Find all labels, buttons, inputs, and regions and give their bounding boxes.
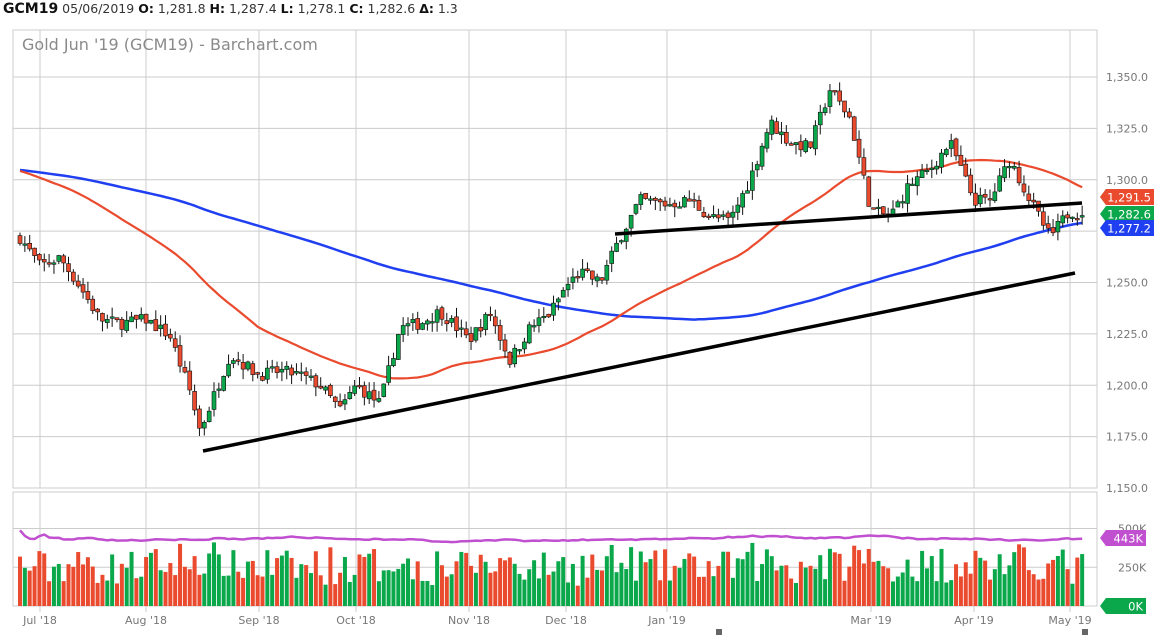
y-tick-label: 1,200.0 (1106, 379, 1148, 392)
volume-tick-label: 250K (1118, 561, 1147, 574)
trendlines[interactable] (202, 201, 1083, 453)
close-label: C: (349, 1, 364, 16)
volume-ma-line (19, 529, 1083, 544)
svg-text:1,277.2: 1,277.2 (1107, 222, 1151, 236)
y-tick-label: 1,150.0 (1106, 482, 1148, 495)
ma50-line (19, 158, 1083, 380)
quote-date: 05/06/2019 (62, 1, 135, 16)
low-value: 1,278.1 (297, 1, 346, 16)
y-tick-label: 1,225.0 (1106, 328, 1148, 341)
ma200-price-tag (1100, 220, 1154, 236)
event-marker-icon[interactable] (1082, 629, 1088, 635)
x-tick-label: Aug '18 (125, 614, 167, 627)
x-tick-label: Jan '19 (647, 614, 685, 627)
y-tick-label: 1,250.0 (1106, 277, 1148, 290)
change-label: Δ: (419, 1, 434, 16)
volume-last-tag (1100, 598, 1146, 614)
svg-text:1,282.6: 1,282.6 (1107, 208, 1151, 222)
x-tick-label: May '19 (1048, 614, 1091, 627)
symbol: GCM19 (3, 1, 59, 17)
neckline-trendline[interactable] (614, 201, 1083, 236)
x-tick-label: Apr '19 (954, 614, 994, 627)
open-value: 1,281.8 (157, 1, 206, 16)
change-value: 1.3 (437, 1, 458, 16)
volume-bars (18, 542, 1085, 606)
high-value: 1,287.4 (228, 1, 277, 16)
x-tick-label: Nov '18 (448, 614, 490, 627)
low-label: L: (280, 1, 294, 16)
chart-title: Gold Jun '19 (GCM19) - Barchart.com (22, 35, 318, 54)
candlesticks (17, 82, 1085, 436)
svg-text:1,291.5: 1,291.5 (1107, 191, 1151, 205)
y-tick-label: 1,325.0 (1106, 122, 1148, 135)
x-tick-label: Mar '19 (850, 614, 891, 627)
quote-header: GCM19 05/06/2019 O: 1,281.8 H: 1,287.4 L… (3, 1, 458, 17)
volume-ma-tag (1100, 530, 1146, 546)
close-value: 1,282.6 (367, 1, 416, 16)
y-tick-label: 1,300.0 (1106, 174, 1148, 187)
x-tick-label: Jul '18 (22, 614, 57, 627)
last-price-tag (1100, 206, 1154, 222)
event-marker-icon[interactable] (716, 629, 722, 635)
svg-text:0K: 0K (1128, 600, 1143, 614)
y-tick-label: 1,350.0 (1106, 71, 1148, 84)
ma200-line (19, 168, 1083, 321)
svg-text:443K: 443K (1114, 532, 1144, 546)
high-label: H: (209, 1, 225, 16)
date-axis: Jul '18 Aug '18 Sep '18 Oct '18 Nov '18 Dec '… (22, 614, 1092, 635)
grid-lines (12, 29, 1098, 612)
y-tick-label: 1,175.0 (1106, 431, 1148, 444)
price-axis: 1,350.01,325.01,300.01,275.01,250.01,225… (1106, 71, 1148, 574)
open-label: O: (138, 1, 154, 16)
x-tick-label: Sep '18 (238, 614, 279, 627)
x-tick-label: Dec '18 (545, 614, 587, 627)
ma50-price-tag (1100, 189, 1154, 205)
x-tick-label: Oct '18 (336, 614, 376, 627)
support-trendline[interactable] (202, 271, 1076, 453)
